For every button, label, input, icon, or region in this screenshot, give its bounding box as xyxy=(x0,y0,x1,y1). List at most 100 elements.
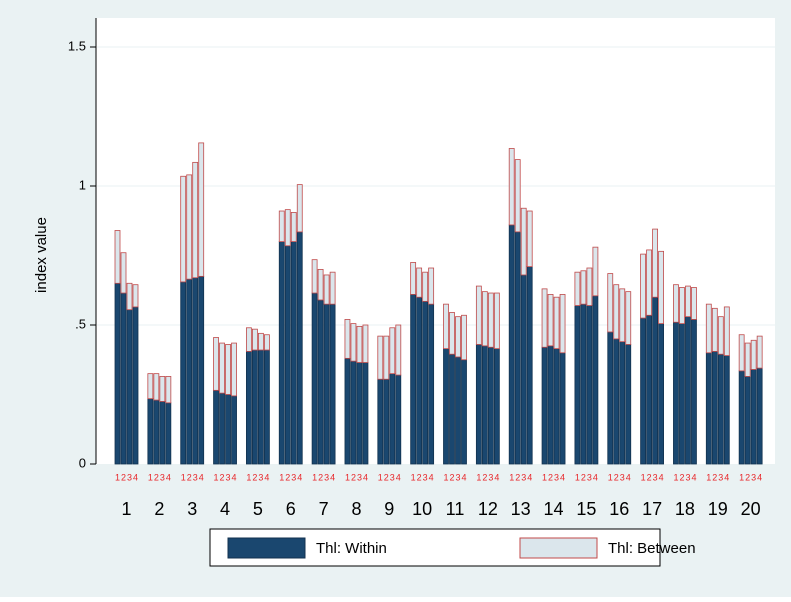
bar-between xyxy=(559,294,566,354)
bar-within xyxy=(461,359,467,465)
bar-within xyxy=(120,292,127,465)
sub-label: 1 xyxy=(443,472,448,482)
bar-between xyxy=(652,228,658,298)
x-tick-label: 12 xyxy=(478,499,498,519)
bar-within xyxy=(225,394,231,465)
bar-within xyxy=(586,305,593,465)
x-tick-label: 9 xyxy=(384,499,394,519)
sub-label: 3 xyxy=(653,472,658,482)
sub-label: 2 xyxy=(679,472,684,482)
sub-label: 4 xyxy=(264,472,269,482)
sub-label: 2 xyxy=(515,472,520,482)
sub-label: 4 xyxy=(330,472,335,482)
bar-within xyxy=(520,274,527,465)
bar-between xyxy=(679,287,685,325)
sub-label: 1 xyxy=(246,472,251,482)
sub-label: 3 xyxy=(455,472,460,482)
bar-between xyxy=(395,324,402,376)
bar-between xyxy=(475,285,482,345)
sub-label: 4 xyxy=(659,472,664,482)
bar-within xyxy=(284,245,291,465)
bar-between xyxy=(416,267,423,298)
bar-between xyxy=(508,148,515,226)
y-tick-label: 1 xyxy=(79,177,86,192)
bar-between xyxy=(147,373,154,400)
bar-within xyxy=(547,345,554,465)
sub-label: 1 xyxy=(575,472,580,482)
bar-between xyxy=(738,334,745,372)
bar-between xyxy=(362,324,369,363)
sub-label: 2 xyxy=(614,472,619,482)
sub-label: 2 xyxy=(449,472,454,482)
bar-within xyxy=(192,277,199,465)
sub-label: 1 xyxy=(542,472,547,482)
bar-between xyxy=(646,249,652,316)
bar-between xyxy=(383,335,390,380)
sub-label: 2 xyxy=(548,472,553,482)
bar-between xyxy=(685,285,691,318)
sub-label: 3 xyxy=(751,472,756,482)
sub-label: 3 xyxy=(554,472,559,482)
bar-within xyxy=(153,399,160,465)
bar-between xyxy=(574,271,581,306)
bar-within xyxy=(263,349,270,465)
bar-between xyxy=(586,267,593,306)
sub-label: 1 xyxy=(312,472,317,482)
sub-label: 4 xyxy=(691,472,696,482)
bar-within xyxy=(278,241,285,465)
bar-between xyxy=(580,270,587,305)
sub-label: 1 xyxy=(509,472,514,482)
bar-within xyxy=(383,378,390,465)
bar-between xyxy=(658,250,664,325)
bar-between xyxy=(296,184,303,233)
sub-label: 2 xyxy=(482,472,487,482)
bar-within xyxy=(487,346,494,465)
bar-within xyxy=(213,389,219,465)
bar-between xyxy=(317,268,324,301)
bar-between xyxy=(257,332,264,351)
bar-within xyxy=(323,303,330,465)
sub-label: 1 xyxy=(706,472,711,482)
bar-between xyxy=(350,323,357,362)
bar-within xyxy=(658,323,664,465)
sub-label: 3 xyxy=(193,472,198,482)
x-tick-label: 8 xyxy=(351,499,361,519)
bar-between xyxy=(356,325,363,363)
bar-between xyxy=(192,161,199,279)
bar-between xyxy=(377,335,384,380)
bar-within xyxy=(428,303,435,465)
bar-between xyxy=(547,294,554,347)
bar-between xyxy=(153,373,160,401)
sub-label: 3 xyxy=(423,472,428,482)
sub-label: 3 xyxy=(127,472,132,482)
bar-within xyxy=(541,346,548,465)
bar-between xyxy=(443,303,449,350)
bar-between xyxy=(278,210,285,243)
bar-within xyxy=(416,296,423,465)
bar-between xyxy=(493,292,500,350)
sub-label: 1 xyxy=(115,472,120,482)
bar-within xyxy=(685,316,691,465)
bar-between xyxy=(625,291,632,345)
sub-label: 4 xyxy=(232,472,237,482)
bar-within xyxy=(329,303,336,465)
sub-label: 2 xyxy=(252,472,257,482)
bar-between xyxy=(717,316,724,355)
bar-within xyxy=(679,323,685,465)
bar-between xyxy=(290,212,297,243)
sub-label: 2 xyxy=(581,472,586,482)
bar-between xyxy=(520,207,527,276)
bar-between xyxy=(750,339,757,370)
x-tick-label: 10 xyxy=(412,499,432,519)
bar-within xyxy=(422,300,429,465)
sub-label: 4 xyxy=(199,472,204,482)
bar-between xyxy=(410,262,417,295)
bar-between xyxy=(723,306,730,356)
bar-within xyxy=(481,345,488,465)
sub-label: 2 xyxy=(417,472,422,482)
y-tick-label: 0 xyxy=(79,455,86,470)
bar-within xyxy=(559,352,566,465)
sub-label: 3 xyxy=(521,472,526,482)
x-tick-label: 2 xyxy=(154,499,164,519)
